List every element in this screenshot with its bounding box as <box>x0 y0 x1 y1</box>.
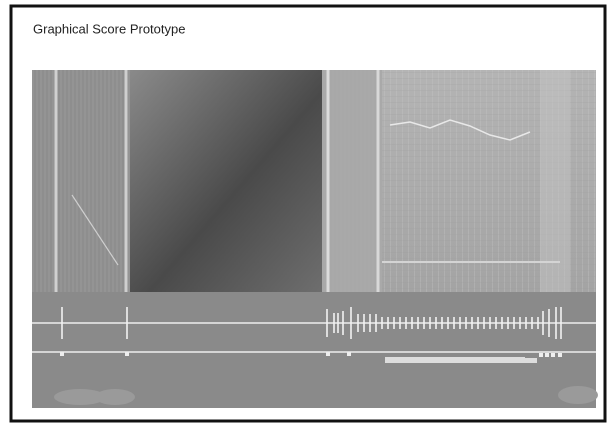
score-dot <box>326 352 330 356</box>
score-dot <box>539 353 543 357</box>
shadow <box>95 389 135 405</box>
dark-band <box>130 70 322 292</box>
note-bar <box>385 357 525 363</box>
note-bar <box>525 358 537 363</box>
score-dot <box>347 352 351 356</box>
shadow <box>558 386 598 404</box>
score-dot <box>60 352 64 356</box>
score-panel <box>32 292 598 408</box>
page: Graphical Score Prototype (() => { const… <box>0 0 610 426</box>
spectrogram <box>32 70 596 292</box>
right-edge-band <box>540 70 570 292</box>
score-dot <box>551 353 555 357</box>
window-title: Graphical Score Prototype <box>33 21 185 36</box>
mid-band-texture <box>322 70 382 292</box>
score-dot <box>558 353 562 357</box>
score-dot <box>125 352 129 356</box>
score-dot <box>545 353 549 357</box>
left-band-texture <box>32 70 130 292</box>
window: Graphical Score Prototype <box>0 0 610 426</box>
